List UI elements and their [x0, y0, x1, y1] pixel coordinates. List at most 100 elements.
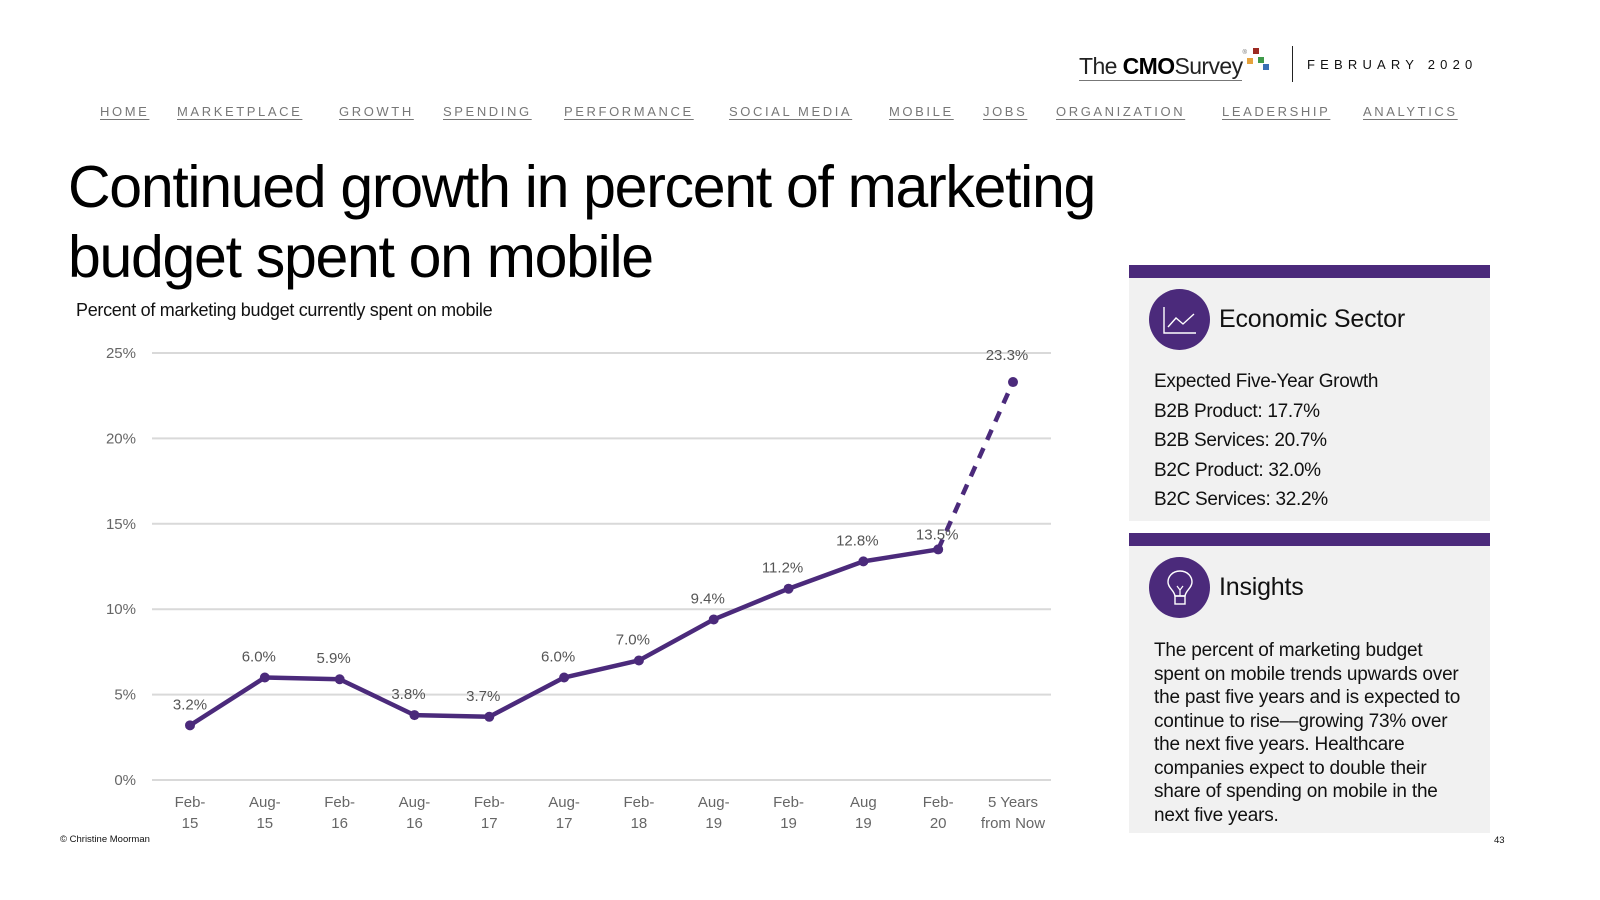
- nav-growth[interactable]: GROWTH: [339, 104, 414, 119]
- x-tick-label-line: 17: [481, 815, 498, 832]
- y-tick-label: 0%: [114, 772, 136, 789]
- y-tick-label: 5%: [114, 687, 136, 704]
- x-tick-label-line: 19: [855, 815, 872, 832]
- top-navigation: HOME MARKETPLACE GROWTH SPENDING PERFORM…: [100, 104, 1458, 119]
- x-tick-label: Aug 19: [850, 794, 877, 832]
- x-tick-label-line: Feb-: [175, 794, 206, 811]
- data-point: [484, 711, 495, 722]
- panel-accent-bar: [1129, 533, 1490, 546]
- x-tick-label-line: 16: [331, 815, 348, 832]
- economic-sector-panel: Economic Sector Expected Five-Year Growt…: [1129, 265, 1490, 521]
- data-point: [185, 720, 195, 731]
- nav-spending[interactable]: SPENDING: [443, 104, 532, 119]
- gridlines: [152, 352, 1051, 781]
- series-line: [188, 381, 1016, 728]
- data-point: [858, 556, 869, 567]
- nav-social-media[interactable]: SOCIAL MEDIA: [729, 104, 853, 119]
- logo-dots-icon: ®: [1242, 48, 1276, 74]
- data-labels: 3.2% 6.0% 5.9% 3.8% 3.7% 6.0% 7.0% 9.4% 11.2% 12.…: [173, 347, 1028, 713]
- economic-sector-heading: Economic Sector: [1219, 305, 1405, 333]
- nav-mobile[interactable]: MOBILE: [889, 104, 954, 119]
- x-tick-label: Aug- 16: [399, 794, 431, 832]
- x-tick-label-line: Feb-: [923, 794, 954, 811]
- x-tick-label-line: 20: [930, 815, 947, 832]
- data-label: 5.9%: [317, 650, 351, 667]
- data-label: 11.2%: [762, 560, 803, 577]
- data-label: 9.4%: [691, 590, 725, 607]
- data-label: 23.3%: [986, 347, 1029, 364]
- data-point: [783, 583, 794, 594]
- x-tick-label: Feb- 15: [175, 794, 206, 832]
- x-tick-label-line: Aug-: [399, 794, 431, 811]
- insights-text: The percent of marketing budget spent on…: [1154, 640, 1461, 826]
- data-point: [933, 544, 944, 555]
- x-tick-label-line: Feb-: [773, 794, 804, 811]
- series-line-projected: [936, 381, 1016, 551]
- x-tick-label-line: 18: [631, 815, 648, 832]
- x-tick-label: Aug- 15: [249, 794, 281, 832]
- x-tick-label-line: Aug-: [249, 794, 281, 811]
- data-label: 12.8%: [836, 532, 879, 549]
- x-tick-label-line: 19: [705, 815, 722, 832]
- header-divider: [1292, 46, 1293, 82]
- x-tick-label: Feb- 16: [324, 794, 355, 832]
- series-line-actual: [188, 547, 939, 728]
- nav-organization[interactable]: ORGANIZATION: [1056, 104, 1186, 119]
- data-point: [259, 672, 270, 683]
- data-point: [334, 674, 345, 685]
- page-title: Continued growth in percent of marketing…: [68, 154, 1096, 290]
- insights-heading: Insights: [1219, 573, 1304, 601]
- x-tick-label: Feb- 20: [923, 794, 954, 832]
- y-tick-label: 10%: [106, 601, 136, 618]
- x-tick-label: Aug- 17: [548, 794, 580, 832]
- data-label: 13.5%: [916, 526, 959, 543]
- panel-accent-bar: [1129, 265, 1490, 278]
- econ-line-b2c-product: B2C Product: 32.0%: [1154, 459, 1321, 481]
- data-label: 3.7%: [466, 688, 500, 705]
- x-tick-label-line: Feb-: [324, 794, 355, 811]
- x-tick-label: Aug- 19: [698, 794, 730, 832]
- chart-title: Percent of marketing budget currently sp…: [76, 300, 493, 320]
- econ-line-b2c-services: B2C Services: 32.2%: [1154, 489, 1328, 510]
- x-tick-label: Feb- 19: [773, 794, 804, 832]
- y-axis-ticks: 0% 5% 10% 15% 20% 25%: [106, 345, 136, 789]
- insights-panel: Insights The percent of marketing budget…: [1129, 533, 1490, 833]
- copyright: © Christine Moorman: [60, 834, 150, 845]
- x-tick-label: Feb- 17: [474, 794, 505, 832]
- x-tick-label-line: Aug-: [548, 794, 580, 811]
- nav-leadership[interactable]: LEADERSHIP: [1222, 104, 1331, 119]
- data-point: [409, 710, 420, 721]
- econ-line-b2b-services: B2B Services: 20.7%: [1154, 430, 1327, 451]
- data-label: 6.0%: [541, 649, 575, 666]
- x-tick-label: 5 Years from Now: [981, 794, 1045, 832]
- x-tick-label-line: Feb-: [474, 794, 505, 811]
- x-tick-label-line: 15: [256, 815, 273, 832]
- y-tick-label: 20%: [106, 430, 136, 447]
- x-tick-label-line: from Now: [981, 815, 1045, 832]
- lightbulb-icon: [1149, 557, 1210, 618]
- nav-marketplace[interactable]: MARKETPLACE: [177, 104, 303, 119]
- x-tick-label: Feb- 18: [623, 794, 654, 832]
- x-tick-label-line: Feb-: [623, 794, 654, 811]
- y-tick-label: 15%: [106, 516, 136, 533]
- data-label: 7.0%: [616, 631, 650, 648]
- line-chart-icon: [1149, 289, 1210, 350]
- report-date: FEBRUARY 2020: [1307, 57, 1478, 72]
- data-label: 3.2%: [173, 696, 207, 713]
- nav-home[interactable]: HOME: [100, 104, 150, 119]
- x-axis-ticks: Feb-15Aug-15Feb-16Aug-16Feb-17Aug-17Feb-…: [175, 794, 1046, 832]
- econ-line-header: Expected Five-Year Growth: [1154, 371, 1379, 392]
- econ-line-b2b-product: B2B Product: 17.7%: [1154, 400, 1320, 422]
- data-point: [559, 672, 570, 683]
- data-point: [633, 655, 644, 666]
- y-tick-label: 25%: [106, 345, 136, 362]
- x-tick-label-line: 19: [780, 815, 797, 832]
- data-label: 6.0%: [242, 649, 276, 666]
- nav-analytics[interactable]: ANALYTICS: [1363, 104, 1458, 119]
- nav-jobs[interactable]: JOBS: [983, 104, 1028, 119]
- x-tick-label-line: 5 Years: [988, 794, 1038, 811]
- x-tick-label-line: 17: [556, 815, 573, 832]
- x-tick-label-line: Aug-: [698, 794, 730, 811]
- nav-performance[interactable]: PERFORMANCE: [564, 104, 694, 119]
